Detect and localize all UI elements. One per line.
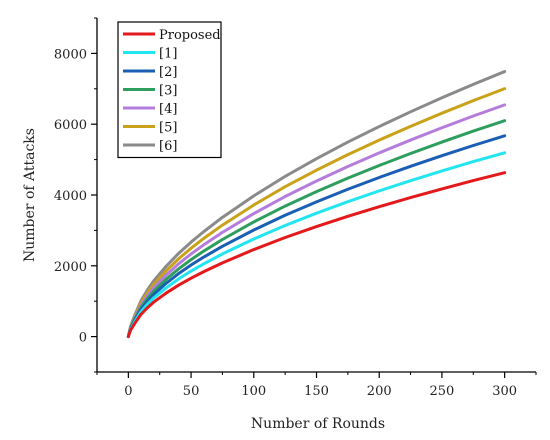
series-line [126, 171, 507, 339]
x-tick-label: 300 [492, 384, 517, 399]
x-tick-label: 150 [304, 384, 329, 399]
series-lines [126, 70, 507, 339]
legend-label: [1] [159, 47, 177, 62]
y-tick-label: 0 [79, 331, 87, 346]
legend-label: [5] [159, 121, 177, 136]
legend-label: [2] [159, 65, 177, 80]
x-tick-label: 200 [367, 384, 392, 399]
x-axis-title: Number of Rounds [251, 416, 385, 432]
tick-labels: 0 50 100 150 200 250 300 0 2000 4000 6000 8000 [54, 47, 517, 399]
x-tick-label: 50 [183, 384, 200, 399]
legend: Proposed [1] [2] [3] [4] [5] [6] [117, 21, 222, 159]
y-tick-label: 2000 [54, 260, 87, 275]
legend-label: Proposed [159, 28, 221, 43]
legend-label: [6] [159, 139, 177, 154]
legend-label: [3] [159, 84, 177, 99]
x-tick-label: 250 [430, 384, 455, 399]
y-tick-label: 6000 [54, 118, 87, 133]
x-tick-label: 100 [241, 384, 266, 399]
y-axis-title: Number of Attacks [22, 128, 38, 262]
legend-label: [4] [159, 102, 177, 117]
tick-marks [91, 17, 537, 378]
y-tick-label: 4000 [54, 189, 87, 204]
x-tick-label: 0 [124, 384, 132, 399]
series-line [126, 134, 507, 339]
y-tick-label: 8000 [54, 47, 87, 62]
